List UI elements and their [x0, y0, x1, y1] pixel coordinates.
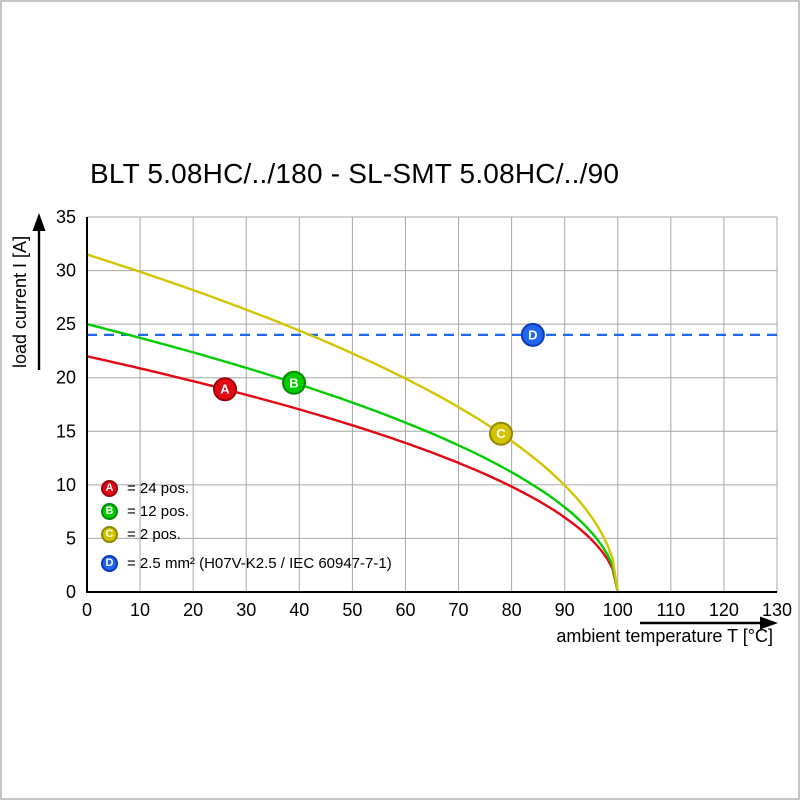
marker-a-icon	[213, 377, 237, 402]
x-tick-label: 60	[395, 600, 415, 620]
legend-label-24pos: = 24 pos.	[127, 480, 190, 497]
x-tick-label: 110	[656, 600, 685, 620]
legend-marker-b-icon: B	[101, 503, 118, 520]
legend-label-wire: = 2.5 mm² (H07V-K2.5 / IEC 60947-7-1)	[127, 555, 392, 572]
legend-item-2pos: C = 2 pos.	[101, 526, 392, 543]
marker-d-letter: D	[528, 327, 537, 342]
x-tick-label: 90	[555, 600, 575, 620]
y-tick-label: 5	[66, 528, 76, 548]
y-axis-label: load current I [A]	[10, 235, 30, 368]
y-axis-arrowhead-icon	[32, 213, 46, 231]
legend-marker-a-icon: A	[101, 480, 118, 497]
legend-marker-c-icon: C	[101, 526, 118, 543]
x-axis-label: ambient temperature T [°C]	[556, 626, 773, 646]
series-A-curve	[85, 355, 619, 594]
legend-marker-letter: D	[105, 557, 114, 569]
legend-marker-d-icon: D	[101, 555, 118, 572]
y-tick-label: 0	[66, 582, 76, 602]
x-tick-label: 40	[289, 600, 309, 620]
y-tick-label: 35	[56, 207, 76, 227]
x-tick-label: 80	[502, 600, 522, 620]
legend-label-2pos: = 2 pos.	[127, 526, 181, 543]
x-tick-label: 120	[709, 600, 739, 620]
x-axis-arrowhead-icon	[760, 616, 778, 630]
legend: A = 24 pos. B = 12 pos. C = 2 pos. D = 2…	[101, 480, 392, 572]
x-tick-label: 130	[762, 600, 792, 620]
x-tick-label: 100	[603, 600, 633, 620]
y-tick-label: 30	[56, 261, 76, 281]
marker-b-icon	[282, 370, 306, 395]
y-tick-label: 15	[56, 421, 76, 441]
x-tick-label: 30	[236, 600, 256, 620]
marker-c-letter: C	[496, 426, 506, 441]
legend-item-wire: D = 2.5 mm² (H07V-K2.5 / IEC 60947-7-1)	[101, 555, 392, 572]
y-tick-label: 20	[56, 368, 76, 388]
marker-d-icon	[520, 322, 545, 347]
legend-marker-letter: B	[105, 505, 114, 517]
x-tick-label: 20	[183, 600, 203, 620]
legend-label-12pos: = 12 pos.	[127, 503, 190, 520]
legend-item-12pos: B = 12 pos.	[101, 503, 392, 520]
series-C-curve	[85, 253, 619, 594]
x-tick-label: 0	[82, 600, 92, 620]
y-tick-label: 25	[56, 314, 76, 334]
series-B-curve	[85, 322, 619, 594]
legend-item-24pos: A = 24 pos.	[101, 480, 392, 497]
legend-marker-letter: C	[105, 528, 114, 540]
marker-b-letter: B	[289, 375, 298, 390]
marker-a-letter: A	[220, 382, 230, 397]
legend-marker-letter: A	[105, 482, 114, 494]
x-tick-label: 10	[130, 600, 150, 620]
chart-title: BLT 5.08HC/../180 - SL-SMT 5.08HC/../90	[90, 158, 620, 189]
y-tick-label: 10	[56, 475, 76, 495]
marker-c-icon	[489, 421, 513, 446]
x-tick-label: 70	[449, 600, 469, 620]
x-tick-label: 50	[342, 600, 362, 620]
